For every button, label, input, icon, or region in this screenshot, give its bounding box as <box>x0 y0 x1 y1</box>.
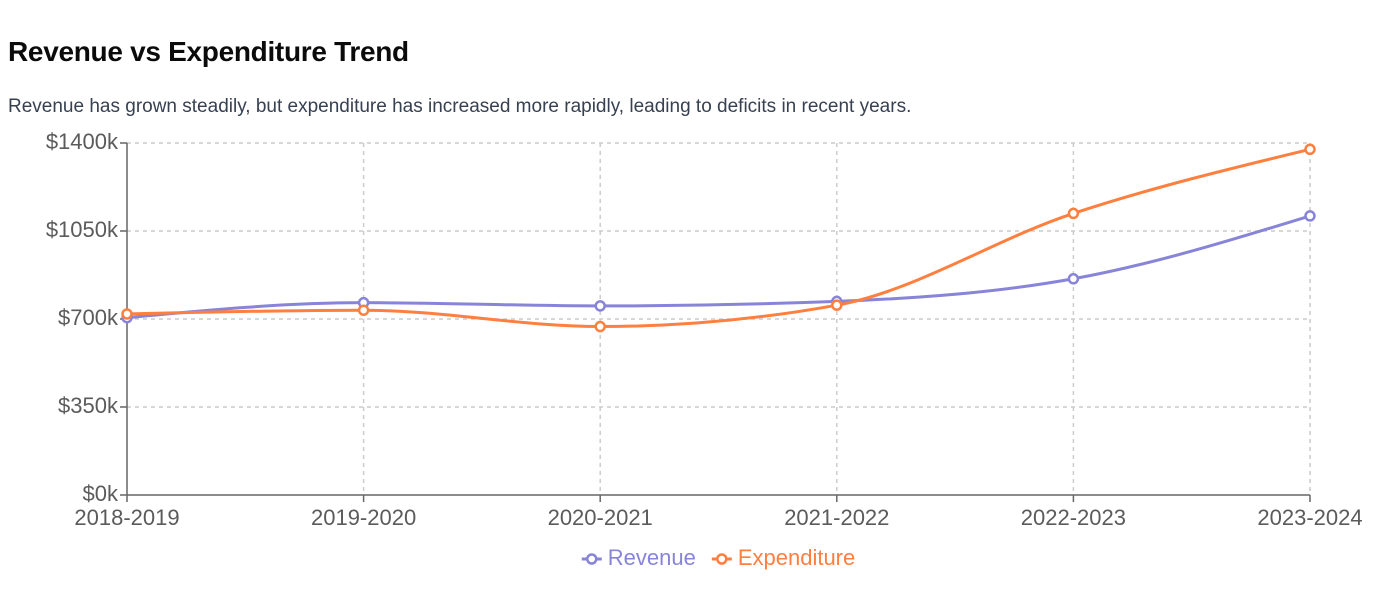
revenue-point[interactable] <box>1304 210 1316 222</box>
legend-label: Revenue <box>608 545 696 570</box>
axes: $0k $350k $700k $1050k $1400k 2018-2019 2019-2… <box>46 129 1363 530</box>
legend-circle-icon <box>586 553 598 565</box>
legend-circle-icon <box>716 553 728 565</box>
expenditure-point[interactable] <box>121 308 133 320</box>
chart-title: Revenue vs Expenditure Trend <box>8 36 409 67</box>
y-tick-label: $350k <box>58 393 119 418</box>
revenue-point[interactable] <box>594 300 606 312</box>
x-tick-label: 2023-2024 <box>1257 505 1362 530</box>
x-tick-label: 2020-2021 <box>548 505 653 530</box>
chart-subtitle: Revenue has grown steadily, but expendit… <box>8 96 912 117</box>
revenue-point[interactable] <box>1067 273 1080 285</box>
legend: Revenue Expenditure <box>581 545 855 570</box>
y-tick-label: $0k <box>83 481 119 506</box>
legend-item-expenditure[interactable]: Expenditure <box>711 545 855 570</box>
revenue-series <box>121 210 1316 324</box>
expenditure-point[interactable] <box>357 304 370 316</box>
expenditure-series <box>121 143 1316 333</box>
legend-item-revenue[interactable]: Revenue <box>581 545 696 570</box>
y-tick-label: $700k <box>58 305 119 330</box>
legend-label: Expenditure <box>738 545 855 570</box>
y-tick-label: $1400k <box>46 129 119 154</box>
revenue-line <box>126 214 1311 320</box>
grid <box>127 142 1311 495</box>
expenditure-point[interactable] <box>1067 207 1080 220</box>
expenditure-point[interactable] <box>1304 143 1316 156</box>
x-tick-label: 2019-2020 <box>311 505 416 530</box>
x-tick-label: 2018-2019 <box>74 505 179 530</box>
series <box>121 143 1316 333</box>
expenditure-point[interactable] <box>831 299 843 311</box>
x-tick-label: 2021-2022 <box>784 505 889 530</box>
x-tick-label: 2022-2023 <box>1021 505 1126 530</box>
y-tick-label: $1050k <box>46 217 119 242</box>
expenditure-point[interactable] <box>594 320 606 333</box>
expenditure-line <box>126 147 1311 329</box>
